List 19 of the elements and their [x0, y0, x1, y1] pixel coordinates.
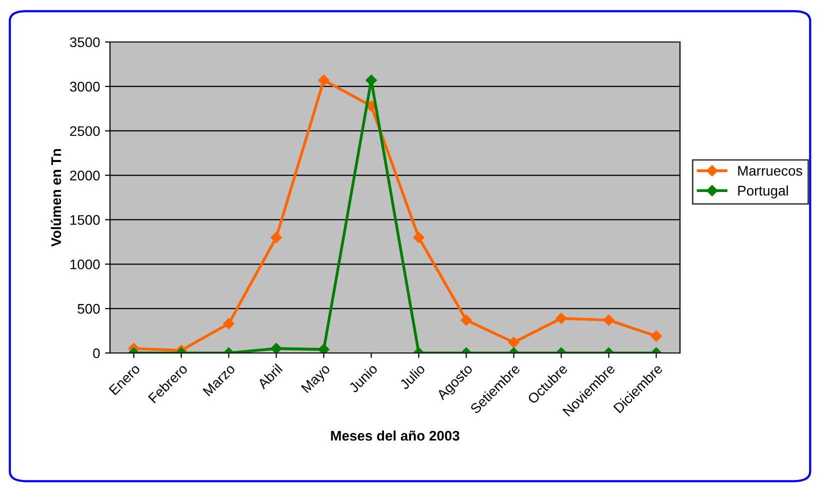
y-axis-title: Volúmen en Tn: [50, 149, 62, 247]
y-tick-label: 0: [93, 348, 100, 358]
y-tick-label: 2000: [70, 170, 100, 180]
y-tick-label: 3500: [70, 37, 100, 48]
legend-label: Marruecos: [738, 166, 802, 176]
point: [318, 344, 330, 353]
x-axis-title: Meses del año 2003: [331, 430, 460, 441]
y-tick-label: 500: [78, 304, 100, 314]
point: [270, 342, 282, 353]
y-tick-label: 1000: [70, 259, 100, 270]
x-tick-label: Julio: [398, 363, 426, 390]
y-tick-label: 2500: [70, 126, 100, 136]
point: [318, 74, 330, 86]
legend-label: Portugal: [738, 185, 788, 198]
point: [366, 74, 377, 86]
y-tick-label: 1500: [70, 215, 100, 225]
point: [413, 232, 424, 244]
point: [270, 232, 282, 244]
y-tick-label: 3000: [70, 82, 100, 92]
